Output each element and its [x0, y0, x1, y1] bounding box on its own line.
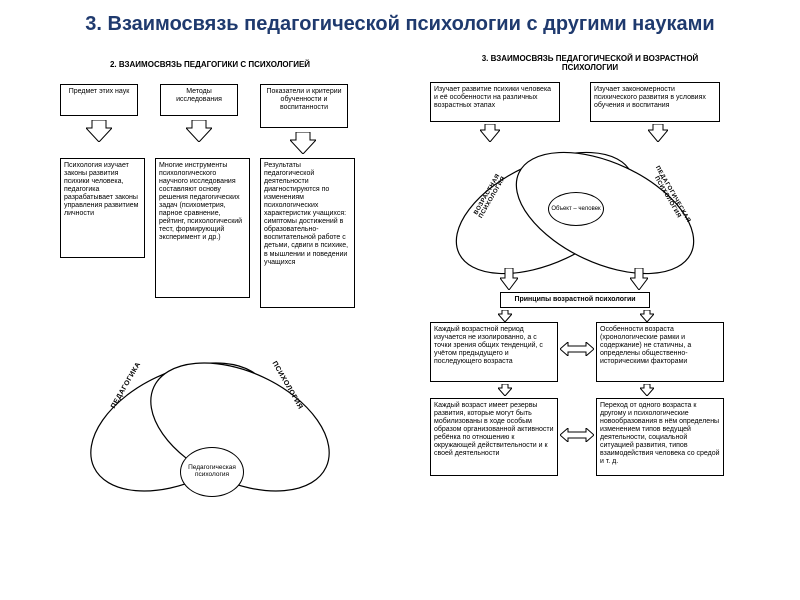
- arrow-down-icon: [86, 120, 112, 142]
- arrow-down-icon: [640, 384, 654, 396]
- arrow-down-icon: [186, 120, 212, 142]
- right-venn-center: Объект – человек: [548, 192, 604, 226]
- left-desc-1: Многие инструменты психологического науч…: [155, 158, 250, 298]
- arrow-down-icon: [500, 268, 518, 290]
- left-topbox-1: Методы исследования: [160, 84, 238, 116]
- right-pair-1-1: Переход от одного возраста к другому и п…: [596, 398, 724, 476]
- right-topbox-0: Изучает развитие психики человека и её о…: [430, 82, 560, 122]
- double-arrow-icon: [560, 342, 594, 356]
- arrow-down-icon: [498, 384, 512, 396]
- right-mid-label: Принципы возрастной психологии: [500, 292, 650, 308]
- left-venn-center: Педагогическая психология: [180, 447, 244, 497]
- right-pair-0-1: Особенности возраста (хронологические ра…: [596, 322, 724, 382]
- right-pair-0-0: Каждый возрастной период изучается не из…: [430, 322, 558, 382]
- right-pair-1-0: Каждый возраст имеет резервы развития, к…: [430, 398, 558, 476]
- left-topbox-2: Показатели и критерии обученности и восп…: [260, 84, 348, 128]
- right-heading: 3. ВЗАИМОСВЯЗЬ ПЕДАГОГИЧЕСКОЙ И ВОЗРАСТН…: [460, 54, 720, 72]
- arrow-down-icon: [630, 268, 648, 290]
- right-topbox-1: Изучает закономерности психического разв…: [590, 82, 720, 122]
- arrow-down-icon: [498, 310, 512, 322]
- arrow-down-icon: [640, 310, 654, 322]
- double-arrow-icon: [560, 428, 594, 442]
- page-title: 3. Взаимосвязь педагогической психологии…: [0, 0, 800, 42]
- diagram-area: 2. ВЗАИМОСВЯЗЬ ПЕДАГОГИКИ С ПСИХОЛОГИЕЙ …: [0, 42, 800, 582]
- arrow-down-icon: [290, 132, 316, 154]
- left-topbox-0: Предмет этих наук: [60, 84, 138, 116]
- left-desc-0: Психология изучает законы развития психи…: [60, 158, 145, 258]
- left-heading: 2. ВЗАИМОСВЯЗЬ ПЕДАГОГИКИ С ПСИХОЛОГИЕЙ: [80, 60, 340, 69]
- left-desc-2: Результаты педагогической деятельности д…: [260, 158, 355, 308]
